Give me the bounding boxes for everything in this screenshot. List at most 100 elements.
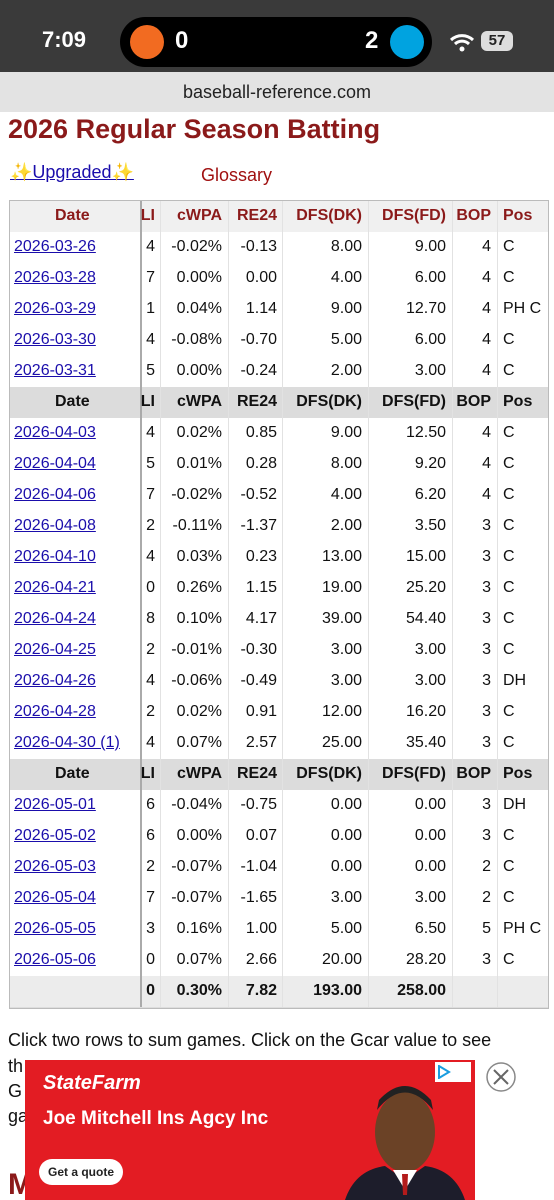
column-divider <box>282 666 283 697</box>
date-link[interactable]: 2026-03-29 <box>14 300 96 317</box>
column-divider <box>228 511 229 542</box>
ad-close[interactable] <box>485 1061 517 1093</box>
date-link[interactable]: 2026-04-24 <box>14 610 96 627</box>
table-cell: 4 <box>482 455 491 472</box>
url-bar[interactable] <box>0 72 554 112</box>
table-cell: 4 <box>482 424 491 441</box>
date-link[interactable]: 2026-03-26 <box>14 238 96 255</box>
table-cell: 0.07% <box>176 734 222 751</box>
column-divider <box>160 418 161 449</box>
date-link[interactable]: 2026-04-10 <box>14 548 96 565</box>
header-row <box>10 759 548 791</box>
upgraded-link[interactable]: ✨Upgraded✨ <box>10 162 134 182</box>
table-cell: 19.00 <box>321 579 362 596</box>
date-link[interactable]: 2026-03-31 <box>14 362 96 379</box>
column-divider <box>497 759 498 790</box>
column-divider <box>452 635 453 666</box>
table-cell: 0.85 <box>245 424 277 441</box>
column-divider <box>160 542 161 573</box>
date-link[interactable]: 2026-04-30 (1) <box>14 734 120 751</box>
column-divider <box>160 201 161 232</box>
column-divider <box>140 759 142 790</box>
table-cell: 9.00 <box>330 300 362 317</box>
table-cell: 3.00 <box>414 362 446 379</box>
date-link[interactable]: 2026-05-02 <box>14 827 96 844</box>
date-link[interactable]: 2026-03-28 <box>14 269 96 286</box>
column-divider <box>497 976 498 1007</box>
date-link[interactable]: 2026-04-08 <box>14 517 96 534</box>
column-divider <box>228 325 229 356</box>
date-link[interactable]: 2026-05-03 <box>14 858 96 875</box>
column-divider <box>368 635 369 666</box>
ad-button[interactable]: Get a quote <box>39 1159 123 1185</box>
column-divider <box>452 976 453 1007</box>
date-link[interactable]: 2026-04-06 <box>14 486 96 503</box>
table-cell: 3 <box>482 672 491 689</box>
column-divider <box>368 945 369 976</box>
date-link[interactable]: 2026-05-05 <box>14 920 96 937</box>
table-cell: 12.50 <box>405 424 446 441</box>
column-divider <box>160 852 161 883</box>
column-divider <box>497 449 498 480</box>
date-link[interactable]: 2026-05-06 <box>14 951 96 968</box>
column-divider <box>497 883 498 914</box>
table-cell: 0.00 <box>414 827 446 844</box>
table-cell: -0.11% <box>172 517 222 534</box>
table-cell: 2.00 <box>330 517 362 534</box>
date-link[interactable]: 2026-03-30 <box>14 331 96 348</box>
column-divider <box>140 821 142 852</box>
column-divider <box>368 604 369 635</box>
table-cell: -0.06% <box>171 672 222 689</box>
table-cell: -0.08% <box>171 331 222 348</box>
column-divider <box>497 573 498 604</box>
table-cell: 16.20 <box>405 703 446 720</box>
column-divider <box>140 852 142 883</box>
column-divider <box>282 728 283 759</box>
column-header: RE24 <box>236 207 277 224</box>
date-link[interactable]: 2026-04-21 <box>14 579 96 596</box>
column-divider <box>160 573 161 604</box>
header-row <box>10 201 548 233</box>
glossary-link[interactable]: Glossary <box>201 165 273 185</box>
table-cell: 35.40 <box>405 734 446 751</box>
column-divider <box>497 387 498 418</box>
table-cell: C <box>503 579 515 596</box>
time: 7:09 <box>42 27 87 52</box>
date-link[interactable]: 2026-05-04 <box>14 889 96 906</box>
date-link[interactable]: 2026-04-25 <box>14 641 96 658</box>
column-header: BOP <box>456 393 491 410</box>
ad-choices[interactable] <box>435 1062 471 1082</box>
column-divider <box>452 542 453 573</box>
date-link[interactable]: 2026-04-03 <box>14 424 96 441</box>
table-cell: -0.24 <box>240 362 277 379</box>
column-header: cWPA <box>176 207 222 224</box>
table-cell: 4 <box>146 331 155 348</box>
table-cell: C <box>503 238 515 255</box>
date-link[interactable]: 2026-05-01 <box>14 796 96 813</box>
column-divider <box>228 914 229 945</box>
column-divider <box>160 480 161 511</box>
table-row <box>10 232 548 264</box>
column-divider <box>228 573 229 604</box>
live-activity <box>120 17 432 67</box>
column-divider <box>282 325 283 356</box>
date-link[interactable]: 2026-04-26 <box>14 672 96 689</box>
column-header: Date <box>55 207 90 224</box>
table-cell: 3 <box>482 517 491 534</box>
column-divider <box>140 294 142 325</box>
date-link[interactable]: 2026-04-28 <box>14 703 96 720</box>
ad-photo <box>345 1086 465 1200</box>
column-divider <box>160 387 161 418</box>
table-cell: 3 <box>482 548 491 565</box>
table-cell: C <box>503 269 515 286</box>
column-divider <box>160 325 161 356</box>
date-link[interactable]: 2026-04-04 <box>14 455 96 472</box>
column-divider <box>160 635 161 666</box>
table-cell: -0.02% <box>171 238 222 255</box>
column-header: cWPA <box>176 393 222 410</box>
ad-banner[interactable]: StateFarm Joe Mitchell Ins Agcy Inc Get … <box>25 1060 475 1200</box>
table-cell: 3 <box>482 734 491 751</box>
table-cell: 0.91 <box>245 703 277 720</box>
column-divider <box>160 728 161 759</box>
